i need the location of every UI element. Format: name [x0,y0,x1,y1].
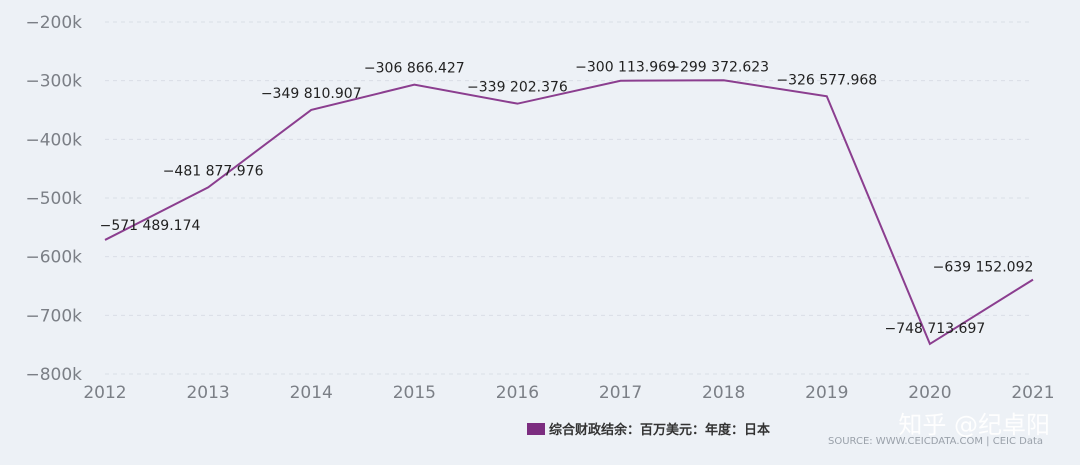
series-line [104,79,1034,346]
x-tick-label: 2021 [1011,383,1054,403]
legend: 综合财政结余：百万美元：年度：日本 [527,422,770,438]
x-tick-label: 2014 [290,383,333,403]
data-label: −299 372.623 [668,59,769,75]
data-label: −481 877.976 [163,163,264,179]
y-tick-label: −200k [25,13,82,33]
legend-label: 综合财政结余：百万美元：年度：日本 [549,422,770,438]
data-label: −571 489.174 [100,218,201,234]
source-credit: SOURCE: WWW.CEICDATA.COM | CEIC Data [828,436,1043,447]
y-tick-label: −500k [25,189,82,209]
y-tick-label: −600k [25,248,82,268]
y-tick-label: −700k [25,306,82,326]
x-tick-label: 2013 [186,383,229,403]
y-tick-label: −800k [25,365,82,385]
y-tick-label: −400k [25,130,82,150]
series-layer [104,79,1034,346]
y-tick-label: −300k [25,72,82,92]
x-tick-label: 2015 [393,383,436,403]
data-label: −326 577.968 [776,72,877,88]
data-label: −300 113.969 [575,60,676,76]
y-axis: −200k −300k −400k −500k −600k −700k −800k [25,13,82,385]
data-label: −339 202.376 [467,80,568,96]
grid-layer [105,21,1033,375]
x-tick-label: 2019 [805,383,848,403]
x-tick-label: 2012 [83,383,126,403]
x-tick-label: 2020 [908,383,951,403]
data-label: −349 810.907 [261,86,362,102]
x-tick-label: 2017 [599,383,642,403]
data-label: −306 866.427 [364,61,465,77]
x-tick-label: 2016 [496,383,539,403]
watermark: 知乎 @纪卓阳 [898,411,1050,439]
data-label-layer: −571 489.174 −481 877.976 −349 810.907−306… [100,59,1034,337]
legend-swatch [527,423,545,435]
data-label: −748 713.697 [884,321,985,337]
x-axis: 2012 2013 2014 2015 2016 2017 2018 2019 2020 2021 [83,383,1054,403]
data-label: −639 152.092 [933,260,1034,276]
x-tick-label: 2018 [702,383,745,403]
